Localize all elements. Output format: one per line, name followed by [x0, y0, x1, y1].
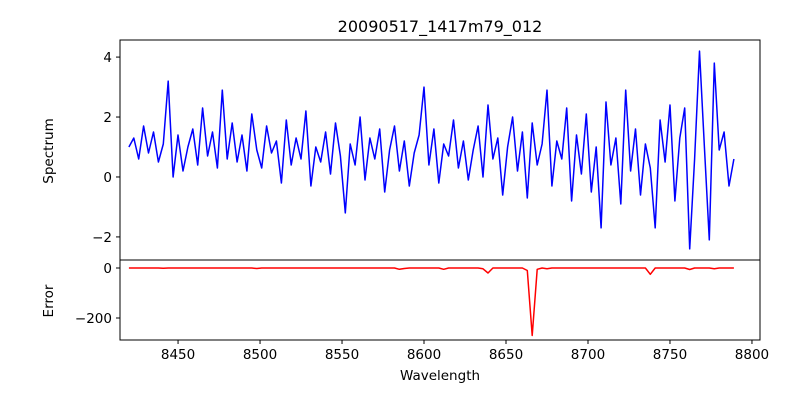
x-tick-label: 8500 — [243, 347, 277, 363]
y-tick-label: 0 — [103, 170, 112, 186]
x-tick-label: 8550 — [325, 347, 359, 363]
x-tick-label: 8600 — [407, 347, 441, 363]
x-tick-label: 8750 — [653, 347, 687, 363]
x-tick-label: 8800 — [735, 347, 769, 363]
y-tick-label: 0 — [103, 261, 112, 277]
x-axis-label: Wavelength — [400, 368, 480, 384]
y-axis-label-error: Error — [41, 284, 57, 317]
x-tick-label: 8650 — [489, 347, 523, 363]
error-axes-frame — [119, 259, 761, 341]
spectrum-line — [128, 50, 735, 250]
y-tick-label: −200 — [75, 311, 112, 327]
y-tick-label: 2 — [103, 110, 112, 126]
x-tick-label: 8700 — [571, 347, 605, 363]
y-tick-label: −2 — [92, 230, 112, 246]
spectrum-axes: 4 2 0 −2 — [92, 39, 761, 261]
x-tick-label: 8450 — [161, 347, 195, 363]
error-line — [128, 267, 734, 337]
y-tick-label: 4 — [103, 50, 112, 66]
chart-title: 20090517_1417m79_012 — [338, 17, 543, 37]
y-axis-label-spectrum: Spectrum — [41, 118, 57, 183]
error-axes: 0 −200 8450 8500 8550 8600 8650 8700 8750 8800 — [75, 259, 769, 363]
